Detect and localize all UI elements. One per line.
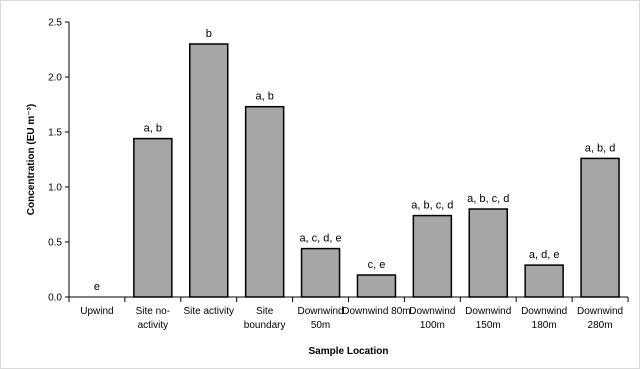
category-label: Downwind <box>409 306 455 317</box>
y-tick-label: 1.5 <box>48 128 62 139</box>
y-tick-label: 0.5 <box>48 238 62 249</box>
category-label: Upwind <box>80 306 113 317</box>
bar <box>300 247 341 298</box>
category-labels: Upwind Site no-activity Site activity Site b… <box>80 306 623 331</box>
bar <box>133 137 173 298</box>
significance-label: e <box>94 281 100 293</box>
significance-label: a, b <box>144 123 162 135</box>
bar <box>580 157 620 298</box>
significance-label: a, b <box>255 91 273 103</box>
y-tick-label: 2.5 <box>48 18 62 29</box>
significance-label: a, b, c, d <box>411 200 453 212</box>
significance-label: a, b, d <box>585 142 616 154</box>
y-axis-ticks: 0.0 0.5 1.0 1.5 2.0 2.5 <box>48 18 629 304</box>
category-label: Downwind <box>577 306 623 317</box>
category-label: Site no- <box>136 306 170 317</box>
category-label: activity <box>138 320 169 331</box>
significance-labels: e a, b b a, b a, c, d, e c, e a, b, c, d a, b, … <box>94 28 615 293</box>
category-label: 180m <box>532 320 557 331</box>
bars <box>133 43 620 298</box>
category-label: boundary <box>244 320 286 331</box>
category-label: Downwind <box>521 306 567 317</box>
category-label: Downwind <box>465 306 511 317</box>
significance-label: b <box>206 28 212 40</box>
x-axis-title: Sample Location <box>308 346 388 357</box>
category-label: 50m <box>311 320 330 331</box>
category-label: 100m <box>420 320 445 331</box>
bar <box>356 274 397 298</box>
significance-label: c, e <box>368 259 386 271</box>
category-label: 280m <box>588 320 613 331</box>
y-tick-label: 2.0 <box>48 73 62 84</box>
y-tick-label: 1.0 <box>48 183 62 194</box>
y-axis-title: Concentration (EU m⁻³) <box>26 104 37 215</box>
category-label: Downwind <box>297 306 343 317</box>
category-label: Site <box>256 306 274 317</box>
bar <box>412 214 453 298</box>
significance-label: a, c, d, e <box>299 233 341 245</box>
bar <box>189 43 229 298</box>
category-label: 150m <box>476 320 501 331</box>
bar <box>244 105 285 298</box>
y-tick-label: 0.0 <box>48 293 62 304</box>
significance-label: a, b, c, d <box>467 193 509 205</box>
bar <box>524 264 564 298</box>
significance-label: a, d, e <box>529 249 560 261</box>
category-label: Site activity <box>183 306 234 317</box>
category-label: Downwind 80m <box>342 306 410 317</box>
bar <box>468 208 508 298</box>
